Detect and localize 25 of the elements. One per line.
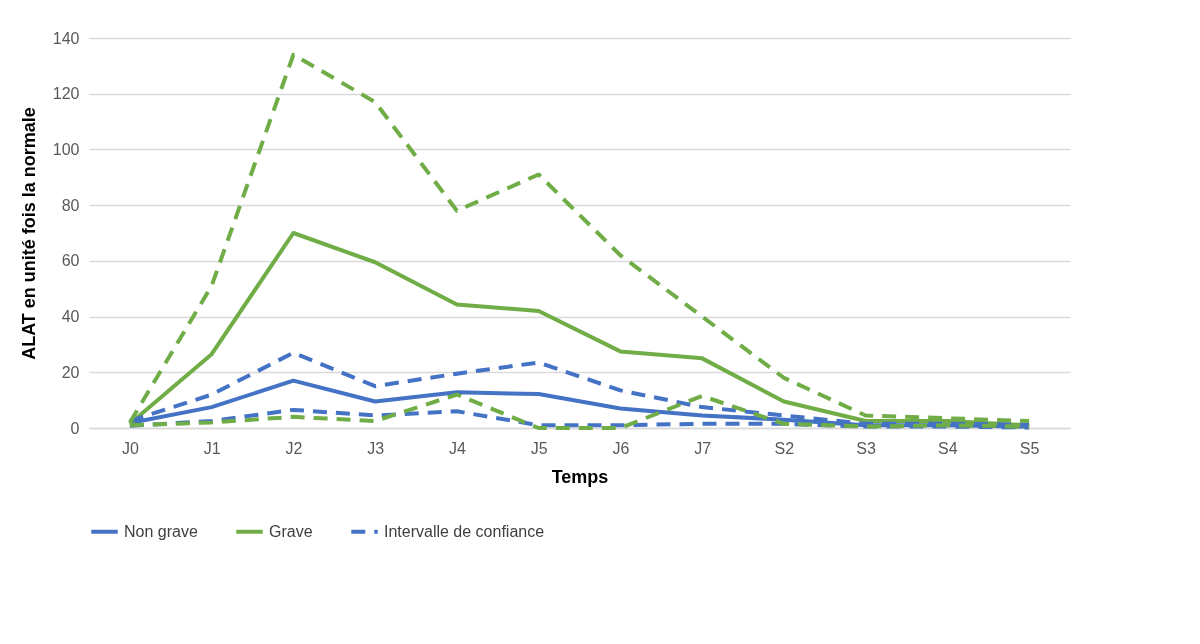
x-tick-label: J1: [203, 439, 221, 457]
x-tick-label: J2: [285, 439, 303, 457]
y-tick-label: 140: [52, 29, 80, 47]
y-tick-label: 120: [52, 85, 80, 103]
y-tick-label: 40: [61, 308, 80, 326]
x-tick-label: J0: [121, 439, 139, 457]
x-tick-label: J5: [530, 439, 548, 457]
y-tick-label: 100: [52, 140, 80, 158]
x-tick-label: J6: [612, 439, 630, 457]
y-tick-label: 20: [61, 363, 80, 381]
x-tick-label: J3: [367, 439, 385, 457]
x-tick-label: S3: [856, 439, 877, 457]
y-tick-label: 0: [70, 419, 80, 437]
x-tick-label: S2: [774, 439, 795, 457]
x-axis-title: Temps: [551, 466, 609, 487]
y-tick-label: 60: [61, 252, 80, 270]
x-tick-label: J7: [694, 439, 712, 457]
y-tick-label: 80: [61, 196, 80, 214]
x-tick-label: J4: [448, 439, 466, 457]
legend-label: Non grave: [124, 522, 198, 540]
y-axis-title: ALAT en unité fois la normale: [18, 107, 39, 360]
legend-label: Grave: [269, 522, 313, 540]
x-tick-label: S4: [938, 439, 958, 457]
x-tick-label: S5: [1019, 439, 1040, 457]
legend-label: Intervalle de confiance: [384, 522, 545, 540]
